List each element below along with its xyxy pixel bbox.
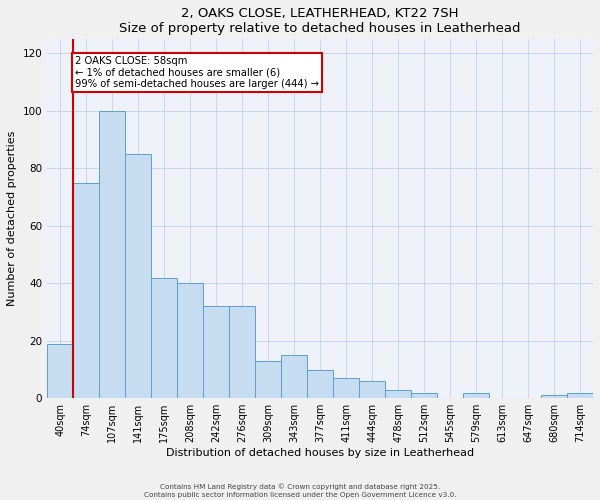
Bar — [229, 306, 255, 398]
Bar — [567, 392, 593, 398]
Bar — [541, 396, 567, 398]
Bar — [151, 278, 177, 398]
Bar — [411, 392, 437, 398]
Bar — [307, 370, 333, 398]
Bar — [333, 378, 359, 398]
Bar — [73, 182, 99, 398]
Bar — [99, 111, 125, 399]
Bar — [47, 344, 73, 398]
Title: 2, OAKS CLOSE, LEATHERHEAD, KT22 7SH
Size of property relative to detached house: 2, OAKS CLOSE, LEATHERHEAD, KT22 7SH Siz… — [119, 7, 521, 35]
Text: 2 OAKS CLOSE: 58sqm
← 1% of detached houses are smaller (6)
99% of semi-detached: 2 OAKS CLOSE: 58sqm ← 1% of detached hou… — [75, 56, 319, 90]
Bar — [281, 355, 307, 399]
Bar — [359, 381, 385, 398]
Bar — [255, 361, 281, 399]
X-axis label: Distribution of detached houses by size in Leatherhead: Distribution of detached houses by size … — [166, 448, 474, 458]
Text: Contains HM Land Registry data © Crown copyright and database right 2025.
Contai: Contains HM Land Registry data © Crown c… — [144, 484, 456, 498]
Y-axis label: Number of detached properties: Number of detached properties — [7, 131, 17, 306]
Bar — [203, 306, 229, 398]
Bar — [125, 154, 151, 398]
Bar — [385, 390, 411, 398]
Bar — [177, 284, 203, 399]
Bar — [463, 392, 489, 398]
